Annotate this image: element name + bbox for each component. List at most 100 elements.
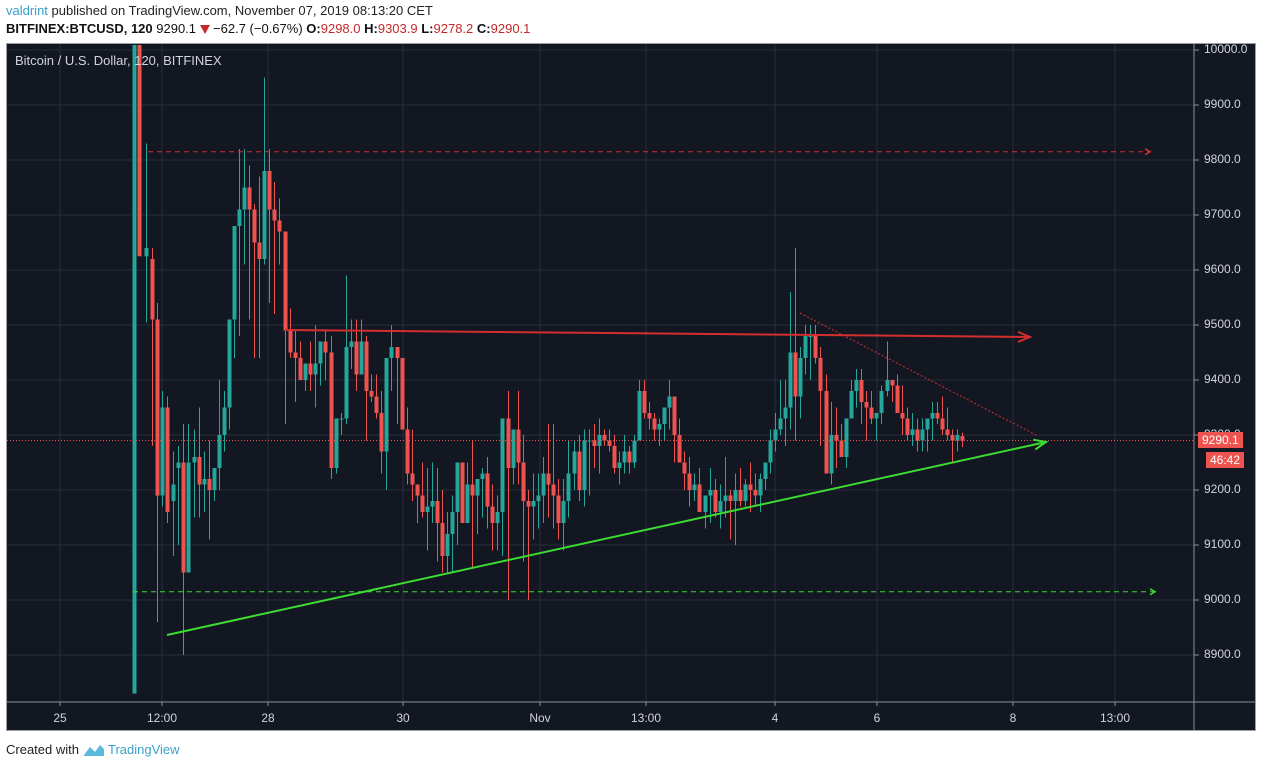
candle-body bbox=[687, 473, 692, 490]
candle-body bbox=[682, 462, 687, 474]
candle-body bbox=[293, 352, 298, 358]
chart-panel[interactable] bbox=[6, 43, 1256, 731]
candle-body bbox=[420, 495, 425, 512]
low-label: L: bbox=[421, 21, 434, 36]
candle-body bbox=[617, 462, 622, 468]
candle-body bbox=[171, 484, 176, 501]
candle-body bbox=[738, 490, 743, 501]
price-axis-label: 10000.0 bbox=[1204, 42, 1248, 56]
candle-body bbox=[778, 418, 783, 430]
candle-body bbox=[247, 187, 252, 210]
time-axis-label: 8 bbox=[1009, 711, 1017, 725]
candle-body bbox=[808, 336, 813, 337]
candle-body bbox=[818, 358, 823, 391]
candle-body bbox=[257, 242, 262, 259]
candle-body bbox=[516, 429, 521, 463]
candle-body bbox=[144, 248, 149, 257]
candle-body bbox=[753, 490, 758, 496]
trendline bbox=[166, 441, 1047, 636]
trendline bbox=[284, 329, 1031, 338]
candle-body bbox=[788, 352, 793, 408]
candle-body bbox=[237, 209, 242, 226]
publish-text: published on TradingView.com, November 0… bbox=[47, 3, 433, 18]
candle-body bbox=[160, 407, 165, 496]
candle-body bbox=[925, 418, 930, 430]
candle-body bbox=[622, 451, 627, 463]
time-axis-label: 13:00 bbox=[1099, 711, 1131, 725]
price-axis-label: 9600.0 bbox=[1204, 262, 1241, 276]
candle-body bbox=[521, 462, 526, 501]
candle-body bbox=[202, 479, 207, 485]
tradingview-link[interactable]: TradingView bbox=[107, 742, 180, 757]
arrow-head-icon bbox=[1144, 148, 1152, 156]
time-axis-label: 30 bbox=[396, 711, 410, 725]
candle-body bbox=[763, 462, 768, 479]
candle-body bbox=[349, 341, 354, 347]
candle-body bbox=[364, 341, 369, 391]
candle-body bbox=[950, 435, 955, 441]
candle-body bbox=[165, 407, 170, 512]
candle-body bbox=[490, 506, 495, 523]
candle-body bbox=[854, 380, 859, 391]
candle-body bbox=[657, 424, 662, 430]
tradingview-logo-icon bbox=[83, 744, 104, 756]
candle-body bbox=[864, 402, 869, 408]
candle-body bbox=[267, 171, 272, 210]
candle-body bbox=[945, 429, 950, 435]
footer: Created with TradingView bbox=[6, 742, 180, 757]
candle-body bbox=[935, 413, 940, 419]
candle-body bbox=[910, 429, 915, 435]
candle-body bbox=[389, 347, 394, 358]
candle-body bbox=[531, 501, 536, 507]
last-price-tag: 9290.1 bbox=[1198, 432, 1243, 448]
candle-body bbox=[743, 484, 748, 501]
candle-body bbox=[723, 495, 728, 501]
candle-body bbox=[329, 352, 334, 468]
candle-body bbox=[647, 413, 652, 419]
candle-body bbox=[940, 418, 945, 430]
price-axis-label: 9800.0 bbox=[1204, 152, 1241, 166]
candle-body bbox=[748, 484, 753, 490]
candle-body bbox=[303, 363, 308, 380]
candle-body bbox=[697, 484, 702, 512]
price-axis-label: 9900.0 bbox=[1204, 97, 1241, 111]
candle-body bbox=[137, 45, 142, 257]
candle-body bbox=[435, 501, 440, 523]
candle-body bbox=[546, 473, 551, 485]
candle-body bbox=[374, 396, 379, 413]
candle-body bbox=[405, 429, 410, 474]
candle-body bbox=[465, 484, 470, 523]
candle-body bbox=[222, 407, 227, 435]
candle-body bbox=[692, 484, 697, 490]
candle-body bbox=[895, 385, 900, 413]
candle-body bbox=[197, 457, 202, 485]
candle-body bbox=[232, 226, 237, 320]
high-label: H: bbox=[364, 21, 378, 36]
candle-body bbox=[313, 363, 318, 375]
candle-body bbox=[359, 341, 364, 375]
candle-body bbox=[344, 347, 349, 419]
descending-trendline bbox=[799, 312, 1039, 437]
publisher-link[interactable]: valdrint bbox=[6, 3, 48, 18]
price-axis-label: 9000.0 bbox=[1204, 592, 1241, 606]
candle-body bbox=[511, 429, 516, 468]
candle-body bbox=[400, 358, 405, 430]
price-axis-label: 9500.0 bbox=[1204, 317, 1241, 331]
price-axis-label: 9100.0 bbox=[1204, 537, 1241, 551]
candle-body bbox=[288, 330, 293, 353]
candle-body bbox=[212, 468, 217, 490]
candle-body bbox=[485, 473, 490, 507]
candle-body bbox=[900, 413, 905, 419]
arrow-head-icon bbox=[1033, 438, 1049, 451]
candle-body bbox=[885, 380, 890, 391]
candle-body bbox=[849, 391, 854, 419]
candle-body bbox=[960, 436, 965, 441]
time-axis-label: 28 bbox=[261, 711, 275, 725]
candle-body bbox=[440, 523, 445, 556]
candle-body bbox=[415, 484, 420, 496]
candle-body bbox=[323, 341, 328, 353]
time-axis-label: 12:00 bbox=[146, 711, 178, 725]
candle-body bbox=[662, 407, 667, 424]
time-axis-label: Nov bbox=[529, 711, 551, 725]
